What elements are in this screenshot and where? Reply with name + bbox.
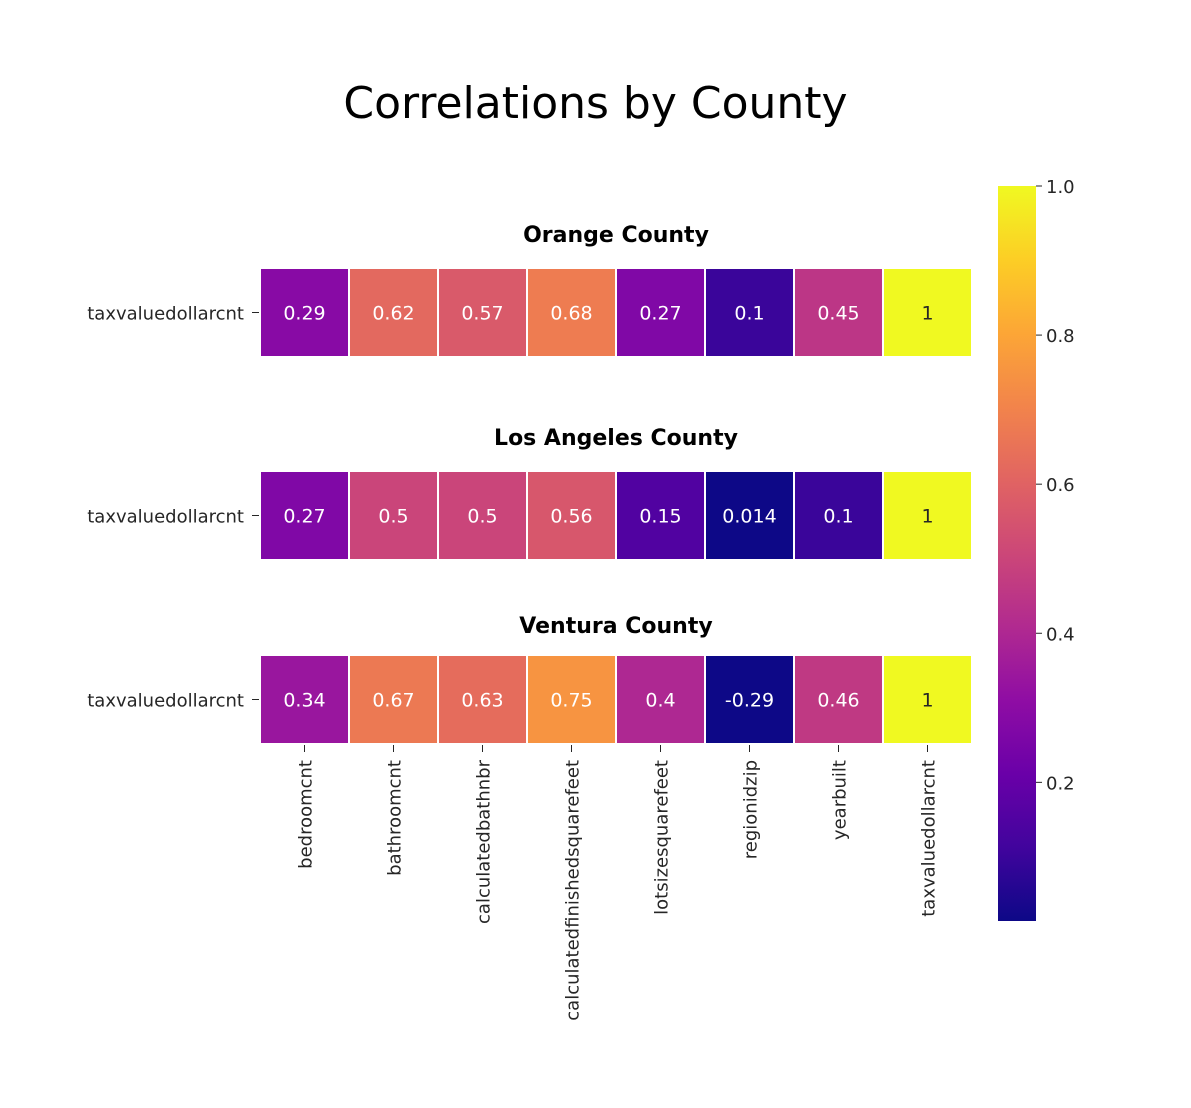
row-label: taxvaluedollarcnt bbox=[87, 691, 244, 712]
colorbar-tick-label: 0.4 bbox=[1046, 624, 1075, 645]
x-tick-label: calculatedfinishedsquarefeet bbox=[563, 760, 584, 1021]
heatmap-cell bbox=[882, 267, 973, 358]
x-tick-label: regionidzip bbox=[741, 760, 762, 859]
colorbar-tick-label: 0.8 bbox=[1046, 326, 1075, 347]
cell-label: 0.68 bbox=[550, 303, 592, 325]
cell-label: 0.27 bbox=[639, 303, 681, 325]
cell-label: 0.75 bbox=[550, 690, 592, 712]
colorbar-tick-label: 1.0 bbox=[1046, 177, 1075, 198]
heatmap-cell bbox=[526, 267, 617, 358]
heatmap-panel: Orange County taxvaluedollarcnt 0.29 0.62 0.… bbox=[87, 223, 973, 358]
cell-label: 0.27 bbox=[283, 506, 325, 528]
cell-label: 0.014 bbox=[722, 506, 776, 528]
heatmap-cell bbox=[793, 654, 884, 745]
x-tick-label: lotsizesquarefeet bbox=[652, 760, 673, 915]
chart-title: Correlations by County bbox=[343, 78, 848, 129]
panel-title: Los Angeles County bbox=[494, 426, 738, 451]
cell-label: 0.4 bbox=[645, 690, 675, 712]
cell-label: 0.62 bbox=[372, 303, 414, 325]
cell-label: 1 bbox=[921, 506, 933, 528]
x-tick-label: calculatedbathnbr bbox=[474, 759, 495, 924]
heatmap-panel: Ventura County taxvaluedollarcnt 0.34 0.67 0… bbox=[87, 614, 973, 745]
cell-label: 0.29 bbox=[283, 303, 325, 325]
cell-label: 0.15 bbox=[639, 506, 681, 528]
heatmap-cell bbox=[437, 267, 528, 358]
row-label: taxvaluedollarcnt bbox=[87, 507, 244, 528]
x-tick-label: bathroomcnt bbox=[385, 760, 406, 876]
cell-label: 0.45 bbox=[817, 303, 859, 325]
cell-label: 0.46 bbox=[817, 690, 859, 712]
panel-title: Orange County bbox=[523, 223, 709, 248]
cell-label: -0.29 bbox=[725, 690, 774, 712]
heatmap-cell bbox=[615, 654, 706, 745]
heatmap-cell bbox=[882, 654, 973, 745]
row-label: taxvaluedollarcnt bbox=[87, 304, 244, 325]
colorbar-tick-label: 0.6 bbox=[1046, 475, 1075, 496]
heatmap-cell bbox=[348, 267, 439, 358]
heatmap-cell bbox=[259, 470, 350, 561]
heatmap-cell bbox=[259, 654, 350, 745]
cell-label: 0.67 bbox=[372, 690, 414, 712]
cell-label: 0.1 bbox=[823, 506, 853, 528]
heatmap-cell bbox=[437, 470, 528, 561]
cell-label: 0.34 bbox=[283, 690, 325, 712]
colorbar-tick-label: 0.2 bbox=[1046, 773, 1075, 794]
cell-label: 0.5 bbox=[467, 506, 497, 528]
heatmap-cell bbox=[704, 267, 795, 358]
cell-label: 0.5 bbox=[378, 506, 408, 528]
x-tick-label: bedroomcnt bbox=[296, 760, 317, 869]
heatmap-cell bbox=[259, 267, 350, 358]
cell-label: 0.63 bbox=[461, 690, 503, 712]
heatmap-panel: Los Angeles County taxvaluedollarcnt 0.27 0… bbox=[87, 426, 973, 561]
x-tick-label: yearbuilt bbox=[830, 760, 851, 840]
cell-label: 0.1 bbox=[734, 303, 764, 325]
colorbar bbox=[998, 186, 1036, 921]
x-tick-label: taxvaluedollarcnt bbox=[919, 760, 940, 917]
heatmap-cell bbox=[882, 470, 973, 561]
cell-label: 0.57 bbox=[461, 303, 503, 325]
heatmap-cell bbox=[348, 654, 439, 745]
panel-title: Ventura County bbox=[519, 614, 712, 639]
cell-label: 0.56 bbox=[550, 506, 592, 528]
heatmap-cell bbox=[793, 470, 884, 561]
cell-label: 1 bbox=[921, 303, 933, 325]
heatmap-cell bbox=[615, 470, 706, 561]
cell-label: 1 bbox=[921, 690, 933, 712]
